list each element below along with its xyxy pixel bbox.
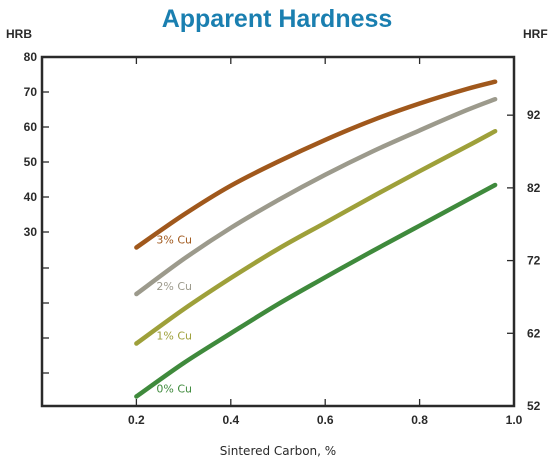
left-tick-label: 60 [24,120,38,134]
left-tick-label: 40 [24,190,38,204]
x-tick-label: 0.4 [222,413,239,427]
left-tick-label: 80 [24,50,38,64]
left-tick-label: 30 [24,225,38,239]
right-axis-unit-label: HRF [523,27,548,41]
series-label: 2% Cu [156,280,192,293]
x-tick-label: 1.0 [506,413,523,427]
left-axis-unit-label: HRB [6,27,32,41]
series-line [134,128,498,346]
series-label: 0% Cu [156,383,192,396]
series-lines: 3% Cu 2% Cu 1% Cu 0% Cu [134,79,498,399]
right-tick-label: 92 [527,108,541,122]
series-line [134,79,498,250]
x-tick-label: 0.6 [317,413,334,427]
chart-title: Apparent Hardness [162,5,393,33]
x-tick-label: 0.8 [411,413,428,427]
series-label: 3% Cu [156,233,192,246]
axis-ticks: 0.2 0.4 0.6 0.8 1.0 80 70 60 50 40 30 92 82 72 62 52 [24,50,541,427]
right-tick-label: 72 [527,254,541,268]
x-tick-label: 0.2 [128,413,145,427]
plot-frame [40,55,516,408]
right-tick-label: 82 [527,181,541,195]
series-line [134,182,498,399]
series-label: 1% Cu [156,329,192,342]
left-tick-label: 70 [24,85,38,99]
right-tick-label: 52 [527,399,541,413]
x-axis-title: Sintered Carbon, % [220,444,336,458]
left-tick-label: 50 [24,155,38,169]
right-tick-label: 62 [527,326,541,340]
series-line [134,96,498,297]
